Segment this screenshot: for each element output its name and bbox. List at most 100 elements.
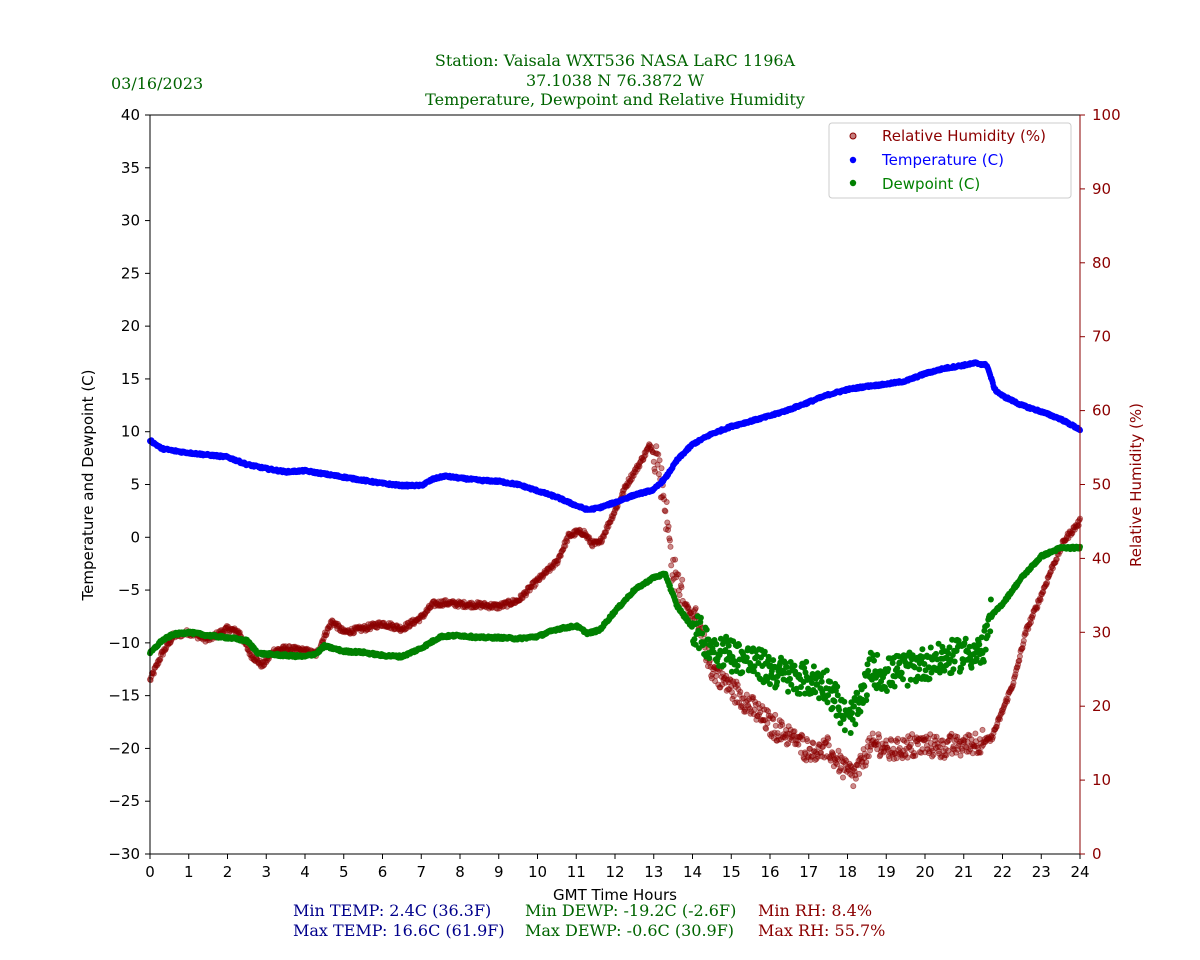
dewpoint-point xyxy=(847,730,854,736)
dewpoint-point xyxy=(916,666,923,673)
rh-point xyxy=(902,751,909,758)
dewpoint-point xyxy=(796,690,803,697)
rh-point xyxy=(1075,522,1082,529)
rh-point xyxy=(972,730,979,737)
rh-point xyxy=(564,538,571,545)
rh-point xyxy=(662,508,669,515)
rh-point xyxy=(733,678,740,685)
rh-point xyxy=(1053,556,1060,563)
rh-point xyxy=(933,733,940,740)
rh-point xyxy=(1004,696,1011,703)
dewpoint-point xyxy=(951,658,958,665)
y-tick-label: −15 xyxy=(108,687,140,705)
dewpoint-point xyxy=(810,663,817,670)
dewpoint-point xyxy=(783,664,790,670)
rh-point xyxy=(678,584,685,591)
x-tick-label: 1 xyxy=(184,863,194,881)
rh-point xyxy=(852,775,859,782)
rh-point xyxy=(663,498,670,505)
rh-point xyxy=(734,681,741,688)
y-tick-label: 15 xyxy=(121,370,140,388)
rh-point xyxy=(904,754,911,761)
dewpoint-point xyxy=(900,676,906,683)
rh-point xyxy=(1037,596,1044,603)
dewpoint-point xyxy=(770,657,777,664)
y2-tick-label: 20 xyxy=(1092,697,1111,715)
rh-point xyxy=(863,753,870,760)
x-tick-label: 10 xyxy=(528,863,547,881)
dewpoint-point xyxy=(962,635,969,642)
rh-point xyxy=(666,537,673,544)
y-axis-label: Temperature and Dewpoint (C) xyxy=(79,369,97,601)
rh-point xyxy=(893,755,900,762)
dewpoint-point xyxy=(941,667,948,674)
rh-point xyxy=(907,741,914,748)
rh-point xyxy=(675,571,682,578)
rh-point xyxy=(655,451,662,458)
y-tick-label: 0 xyxy=(130,528,140,546)
rh-point xyxy=(653,443,660,450)
rh-point xyxy=(886,755,893,762)
x-tick-label: 5 xyxy=(339,863,349,881)
rh-point xyxy=(658,465,665,472)
x-tick-label: 0 xyxy=(145,863,155,881)
station-date: 03/16/2023 xyxy=(111,74,203,93)
dewpoint-point xyxy=(871,657,877,664)
dewpoint-point xyxy=(987,628,994,635)
rh-point xyxy=(667,543,674,550)
plot-area xyxy=(150,115,1080,854)
y2-tick-label: 0 xyxy=(1092,845,1102,863)
x-tick-label: 11 xyxy=(567,863,586,881)
rh-point xyxy=(772,711,779,718)
min-temp-stat: Min TEMP: 2.4C (36.3F) xyxy=(293,901,491,920)
dewpoint-point xyxy=(823,667,830,674)
dewpoint-point xyxy=(818,678,825,685)
dewpoint-point xyxy=(883,688,890,694)
dewpoint-point xyxy=(739,669,746,676)
x-tick-label: 24 xyxy=(1070,863,1089,881)
dewpoint-point xyxy=(703,626,710,633)
dewpoint-point xyxy=(736,642,742,649)
legend-rh-marker xyxy=(849,132,857,140)
dewpoint-point xyxy=(852,721,859,728)
rh-point xyxy=(742,708,749,715)
chart-title-line-3: Temperature, Dewpoint and Relative Humid… xyxy=(425,90,805,109)
rh-point xyxy=(765,708,772,715)
dewpoint-point xyxy=(706,655,713,662)
dewpoint-point xyxy=(834,692,841,699)
y-tick-label: 5 xyxy=(130,476,140,494)
x-axis: 0 1 2 3 4 5 6 7 8 9 10 11 12 13 14 15 16 17 18 19 20 21 22 23 24 xyxy=(145,854,1090,881)
legend-rh-label: Relative Humidity (%) xyxy=(882,127,1046,145)
dewpoint-point xyxy=(865,667,872,674)
rh-point xyxy=(1044,579,1051,586)
rh-point xyxy=(969,750,976,757)
chart-title-line-2: 37.1038 N 76.3872 W xyxy=(526,71,705,90)
dewpoint-point xyxy=(767,681,773,688)
rh-point xyxy=(1047,568,1054,575)
rh-point xyxy=(840,774,847,781)
rh-point xyxy=(825,735,832,742)
dewpoint-point xyxy=(713,641,720,648)
y-tick-label: 25 xyxy=(121,264,140,282)
rh-point xyxy=(825,742,832,749)
rh-point xyxy=(830,763,837,770)
y-tick-label: −20 xyxy=(108,739,140,757)
dewpoint-point xyxy=(824,699,831,706)
rh-point xyxy=(668,562,675,569)
rh-point xyxy=(1010,680,1017,687)
dewpoint-point xyxy=(785,688,792,695)
dewpoint-point xyxy=(720,662,727,669)
rh-point xyxy=(743,691,750,698)
rh-point xyxy=(676,592,683,599)
y2-axis-label: Relative Humidity (%) xyxy=(1127,403,1145,567)
y-tick-label: −10 xyxy=(108,634,140,652)
rh-point xyxy=(856,770,863,777)
x-tick-label: 13 xyxy=(644,863,663,881)
y-tick-label: −30 xyxy=(108,845,140,863)
y2-tick-label: 40 xyxy=(1092,549,1111,567)
rh-point xyxy=(894,735,901,742)
rh-point xyxy=(1016,653,1023,660)
y2-tick-label: 70 xyxy=(1092,328,1111,346)
rh-point xyxy=(810,740,817,747)
